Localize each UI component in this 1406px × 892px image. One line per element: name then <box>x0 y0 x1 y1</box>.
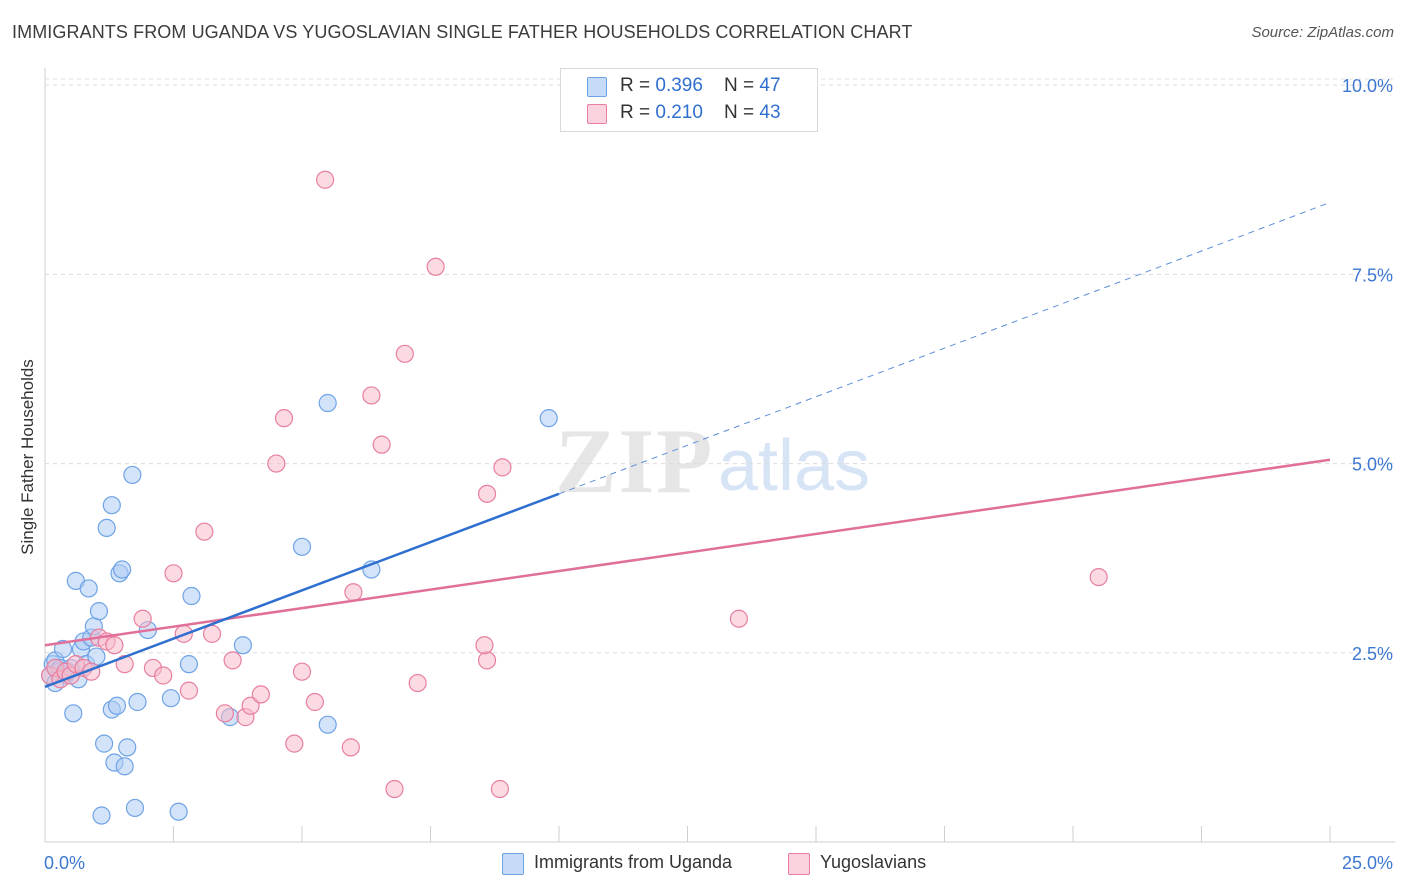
yugoslavians-point <box>292 662 312 681</box>
y-tick-label: 5.0% <box>1352 455 1393 475</box>
x-tick-label-max: 25.0% <box>1342 853 1393 873</box>
yugoslavians-point <box>493 458 512 477</box>
yugoslavians-point <box>729 609 749 628</box>
uganda-point <box>179 655 199 674</box>
yugoslavians-point <box>105 636 124 655</box>
uganda-point <box>95 734 114 753</box>
uganda-point <box>318 393 337 413</box>
yugoslavians-point <box>341 738 360 757</box>
y-tick-label: 7.5% <box>1352 265 1393 285</box>
yugoslavians-point <box>223 651 242 670</box>
yugoslavians-point <box>1089 567 1108 587</box>
yugoslavians-point <box>164 564 183 583</box>
uganda-point <box>161 689 181 708</box>
uganda-point <box>115 757 134 776</box>
y-tick-label: 2.5% <box>1352 644 1393 664</box>
yugoslavians-point <box>490 779 509 799</box>
yugoslavians-point <box>426 257 445 276</box>
r-label: R = <box>620 75 656 96</box>
uganda-point <box>169 802 188 821</box>
uganda-point <box>89 602 109 621</box>
series-yugoslavians-points <box>41 170 1108 799</box>
uganda-swatch <box>587 77 607 97</box>
r-label: R = <box>620 102 656 123</box>
yugoslavians-point <box>285 734 304 753</box>
yugoslavians-swatch <box>587 104 607 124</box>
y-tick-label: 10.0% <box>1342 76 1393 96</box>
uganda-legend-swatch <box>502 853 524 875</box>
yugoslavians-point <box>475 636 494 655</box>
x-tick-label-min: 0.0% <box>44 853 85 873</box>
n-value-yugoslavians: 43 <box>759 102 781 123</box>
legend-label-yugoslavians: Yugoslavians <box>820 852 927 872</box>
uganda-point <box>318 715 337 734</box>
yugoslavians-point <box>215 704 234 723</box>
uganda-point <box>107 696 127 715</box>
n-label: N = <box>724 75 760 96</box>
yugoslavians-point <box>251 685 270 704</box>
yugoslavians-legend-swatch <box>788 853 810 875</box>
legend-label-uganda: Immigrants from Uganda <box>534 852 733 872</box>
uganda-point <box>233 636 252 655</box>
uganda-point <box>97 518 116 538</box>
yugoslavians-point <box>477 484 497 503</box>
uganda-point <box>182 586 201 606</box>
yugoslavians-point <box>408 673 427 693</box>
uganda-point <box>125 798 145 818</box>
uganda-point <box>53 639 73 659</box>
yugoslavians-point <box>267 454 286 473</box>
uganda-point <box>112 560 132 579</box>
yugoslavians-point <box>195 522 214 541</box>
uganda-point <box>128 692 147 712</box>
yugoslavians-point <box>305 692 324 712</box>
uganda-point <box>292 537 312 556</box>
yugoslavians-point <box>395 344 414 363</box>
trend-line-uganda-extension <box>558 201 1331 495</box>
watermark-atlas: atlas <box>718 426 870 506</box>
n-value-uganda: 47 <box>759 75 781 96</box>
yugoslavians-point <box>133 609 152 628</box>
chart-title: IMMIGRANTS FROM UGANDA VS YUGOSLAVIAN SI… <box>12 22 913 42</box>
yugoslavians-point <box>362 386 381 405</box>
watermark-zip: ZIP <box>555 410 714 512</box>
yugoslavians-point <box>274 409 294 428</box>
yugoslavians-point <box>154 666 173 685</box>
yugoslavians-point <box>477 651 497 670</box>
uganda-point <box>539 409 558 428</box>
trend-line-uganda <box>44 492 560 689</box>
chart-source: Source: ZipAtlas.com <box>1251 24 1394 41</box>
uganda-point <box>79 579 98 598</box>
stats-legend: R = 0.396 N = 47 R = 0.210 N = 43 <box>560 68 818 132</box>
yugoslavians-point <box>316 170 335 189</box>
yugoslavians-point <box>241 696 260 715</box>
uganda-point <box>92 806 111 825</box>
r-value-yugoslavians: 0.210 <box>655 102 703 123</box>
yugoslavians-point <box>344 583 363 602</box>
uganda-point <box>102 496 121 515</box>
trend-line-yugoslavians <box>44 458 1331 647</box>
n-label: N = <box>724 102 760 123</box>
r-value-uganda: 0.396 <box>655 75 703 96</box>
uganda-point <box>64 704 83 723</box>
yugoslavians-point <box>372 435 391 454</box>
uganda-point <box>123 465 142 485</box>
yugoslavians-point <box>202 624 222 643</box>
yugoslavians-point <box>179 681 199 700</box>
yugoslavians-point <box>385 779 404 799</box>
uganda-point <box>118 738 137 757</box>
